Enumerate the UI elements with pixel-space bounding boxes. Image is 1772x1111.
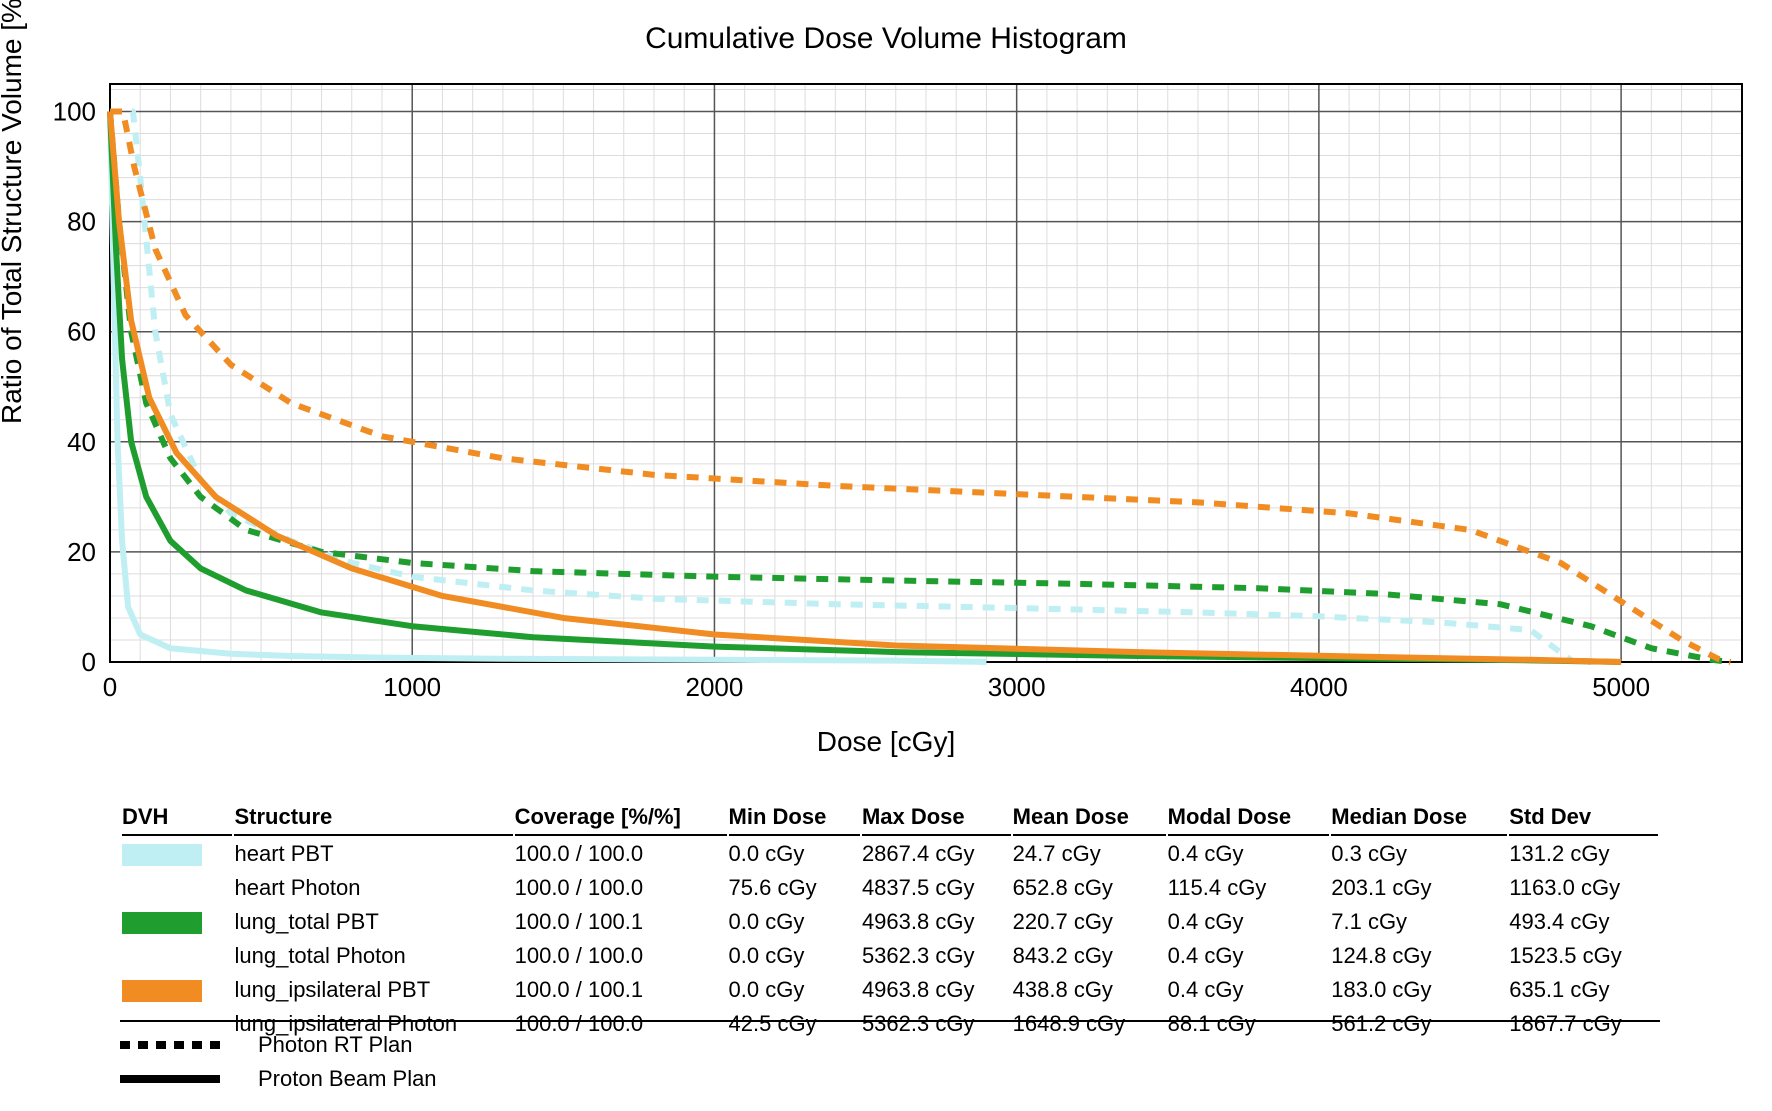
table-header: Max Dose (862, 800, 1011, 836)
table-cell: 1163.0 cGy (1509, 872, 1658, 904)
table-cell: 100.0 / 100.0 (515, 940, 727, 972)
table-header: Min Dose (729, 800, 860, 836)
svg-text:60: 60 (67, 317, 96, 347)
swatch-cell (122, 838, 232, 870)
svg-text:4000: 4000 (1290, 672, 1348, 702)
table-header: Std Dev (1509, 800, 1658, 836)
table-cell: heart Photon (234, 872, 512, 904)
table-cell: 4963.8 cGy (862, 906, 1011, 938)
table-cell: 843.2 cGy (1013, 940, 1166, 972)
table-row: heart Photon100.0 / 100.075.6 cGy4837.5 … (122, 872, 1658, 904)
table-header: Coverage [%/%] (515, 800, 727, 836)
svg-text:0: 0 (103, 672, 117, 702)
table-cell: 635.1 cGy (1509, 974, 1658, 1006)
table-cell: 0.0 cGy (729, 906, 860, 938)
table-cell: 0.4 cGy (1168, 906, 1330, 938)
dashed-line-icon (120, 1037, 258, 1053)
chart-title: Cumulative Dose Volume Histogram (0, 22, 1772, 56)
color-swatch-icon (122, 980, 202, 1002)
svg-text:2000: 2000 (686, 672, 744, 702)
legend-proton-label: Proton Beam Plan (258, 1066, 437, 1092)
svg-text:80: 80 (67, 207, 96, 237)
table-row: lung_ipsilateral PBT100.0 / 100.10.0 cGy… (122, 974, 1658, 1006)
solid-line-icon (120, 1071, 258, 1087)
table-cell: 183.0 cGy (1331, 974, 1507, 1006)
table-cell: 100.0 / 100.1 (515, 906, 727, 938)
table-cell: 4963.8 cGy (862, 974, 1011, 1006)
table-cell: 100.0 / 100.1 (515, 974, 727, 1006)
legend-proton-row: Proton Beam Plan (120, 1062, 1660, 1096)
table-header: DVH (122, 800, 232, 836)
swatch-cell (122, 906, 232, 938)
svg-text:0: 0 (82, 647, 96, 677)
table-cell: 0.3 cGy (1331, 838, 1507, 870)
color-swatch-icon (122, 912, 202, 934)
table-header: Structure (234, 800, 512, 836)
swatch-cell (122, 974, 232, 1006)
table-cell: 0.4 cGy (1168, 974, 1330, 1006)
table-cell: 0.0 cGy (729, 974, 860, 1006)
table-cell: 75.6 cGy (729, 872, 860, 904)
svg-text:20: 20 (67, 537, 96, 567)
y-axis-label: Ratio of Total Structure Volume [%] (0, 0, 28, 424)
table-cell: lung_total Photon (234, 940, 512, 972)
legend-photon-row: Photon RT Plan (120, 1028, 1660, 1062)
dvh-chart: 0 1000 2000 3000 4000 5000 0 20 40 60 80 100 (0, 74, 1772, 722)
table-cell: 1523.5 cGy (1509, 940, 1658, 972)
table-cell: 4837.5 cGy (862, 872, 1011, 904)
svg-text:3000: 3000 (988, 672, 1046, 702)
swatch-cell (122, 872, 232, 904)
svg-text:40: 40 (67, 427, 96, 457)
table-cell: 100.0 / 100.0 (515, 872, 727, 904)
table-row: lung_total Photon100.0 / 100.00.0 cGy536… (122, 940, 1658, 972)
table-cell: 0.4 cGy (1168, 940, 1330, 972)
table-cell: 5362.3 cGy (862, 940, 1011, 972)
color-swatch-icon (122, 844, 202, 866)
table-cell: 493.4 cGy (1509, 906, 1658, 938)
table-cell: heart PBT (234, 838, 512, 870)
table-cell: lung_ipsilateral PBT (234, 974, 512, 1006)
dvh-stats-table: DVHStructureCoverage [%/%]Min DoseMax Do… (120, 798, 1660, 1042)
legend-photon-label: Photon RT Plan (258, 1032, 413, 1058)
page-root: Cumulative Dose Volume Histogram Ratio o… (0, 0, 1772, 1111)
table-cell: 438.8 cGy (1013, 974, 1166, 1006)
table-cell: 203.1 cGy (1331, 872, 1507, 904)
svg-text:100: 100 (53, 97, 96, 127)
table-row: heart PBT100.0 / 100.00.0 cGy2867.4 cGy2… (122, 838, 1658, 870)
table-header: Modal Dose (1168, 800, 1330, 836)
table-cell: 7.1 cGy (1331, 906, 1507, 938)
plan-style-legend: Photon RT Plan Proton Beam Plan (120, 1020, 1660, 1096)
table-cell: 100.0 / 100.0 (515, 838, 727, 870)
swatch-cell (122, 940, 232, 972)
svg-text:1000: 1000 (383, 672, 441, 702)
table-header: Mean Dose (1013, 800, 1166, 836)
table-cell: 0.0 cGy (729, 838, 860, 870)
table-cell: 24.7 cGy (1013, 838, 1166, 870)
table-cell: 0.0 cGy (729, 940, 860, 972)
chart-area: Ratio of Total Structure Volume [%] 0100… (0, 74, 1772, 762)
table-cell: 0.4 cGy (1168, 838, 1330, 870)
table-cell: 2867.4 cGy (862, 838, 1011, 870)
table-cell: lung_total PBT (234, 906, 512, 938)
table-cell: 652.8 cGy (1013, 872, 1166, 904)
table-cell: 131.2 cGy (1509, 838, 1658, 870)
table-cell: 220.7 cGy (1013, 906, 1166, 938)
table-header: Median Dose (1331, 800, 1507, 836)
table-cell: 124.8 cGy (1331, 940, 1507, 972)
svg-text:5000: 5000 (1592, 672, 1650, 702)
table-row: lung_total PBT100.0 / 100.10.0 cGy4963.8… (122, 906, 1658, 938)
table-cell: 115.4 cGy (1168, 872, 1330, 904)
x-axis-label: Dose [cGy] (0, 726, 1772, 758)
